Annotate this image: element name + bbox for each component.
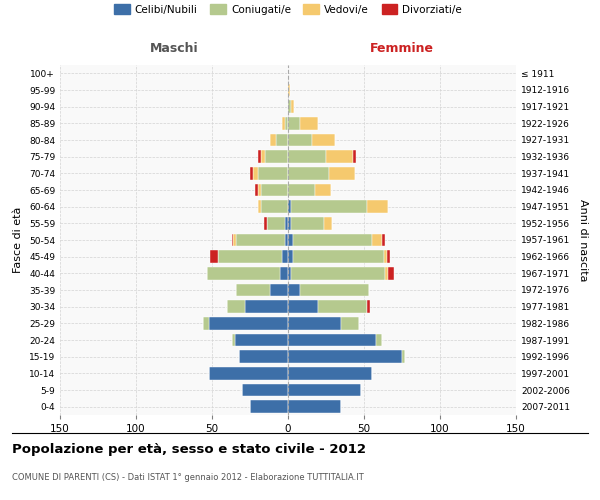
Bar [288, 400, 341, 413]
Bar [288, 317, 341, 330]
Bar [316, 184, 331, 196]
Bar [276, 134, 288, 146]
Bar [260, 200, 288, 213]
Bar [250, 167, 253, 179]
Bar [291, 217, 325, 230]
Bar [209, 317, 288, 330]
Bar [288, 300, 319, 313]
Bar [208, 267, 280, 280]
Bar [288, 200, 291, 213]
Bar [300, 117, 319, 130]
Bar [288, 350, 402, 363]
Bar [227, 300, 245, 313]
Bar [250, 400, 288, 413]
Bar [300, 284, 368, 296]
Bar [282, 117, 285, 130]
Bar [388, 267, 394, 280]
Bar [291, 200, 367, 213]
Bar [211, 250, 218, 263]
Bar [288, 100, 291, 113]
Bar [288, 134, 313, 146]
Bar [288, 250, 293, 263]
Bar [329, 167, 355, 179]
Bar [288, 84, 290, 96]
Bar [265, 150, 288, 163]
Bar [288, 167, 329, 179]
Bar [288, 367, 371, 380]
Bar [245, 300, 288, 313]
Text: COMUNE DI PARENTI (CS) - Dati ISTAT 1° gennaio 2012 - Elaborazione TUTTITALIA.IT: COMUNE DI PARENTI (CS) - Dati ISTAT 1° g… [12, 472, 364, 482]
Bar [270, 284, 288, 296]
Legend: Celibi/Nubili, Coniugati/e, Vedovi/e, Divorziati/e: Celibi/Nubili, Coniugati/e, Vedovi/e, Di… [110, 0, 466, 19]
Bar [288, 150, 326, 163]
Bar [293, 250, 384, 263]
Bar [257, 184, 260, 196]
Bar [263, 217, 267, 230]
Bar [260, 150, 265, 163]
Text: Femmine: Femmine [370, 42, 434, 55]
Bar [285, 217, 288, 230]
Bar [325, 217, 332, 230]
Bar [384, 250, 387, 263]
Bar [233, 234, 236, 246]
Bar [288, 284, 300, 296]
Bar [402, 350, 405, 363]
Bar [341, 317, 359, 330]
Bar [236, 284, 270, 296]
Bar [257, 150, 260, 163]
Bar [288, 234, 293, 246]
Bar [257, 200, 260, 213]
Bar [288, 117, 300, 130]
Bar [288, 267, 291, 280]
Bar [288, 184, 316, 196]
Bar [293, 234, 371, 246]
Bar [367, 200, 388, 213]
Bar [203, 317, 209, 330]
Bar [367, 300, 370, 313]
Bar [371, 234, 382, 246]
Bar [285, 234, 288, 246]
Bar [232, 234, 233, 246]
Bar [280, 267, 288, 280]
Bar [376, 334, 382, 346]
Bar [218, 250, 282, 263]
Bar [319, 300, 367, 313]
Bar [353, 150, 356, 163]
Bar [270, 134, 276, 146]
Bar [267, 217, 285, 230]
Bar [326, 150, 353, 163]
Bar [236, 234, 285, 246]
Bar [239, 350, 288, 363]
Bar [285, 117, 288, 130]
Bar [385, 267, 388, 280]
Bar [260, 184, 288, 196]
Bar [313, 134, 335, 146]
Bar [382, 234, 385, 246]
Bar [254, 184, 257, 196]
Bar [257, 167, 288, 179]
Bar [232, 334, 235, 346]
Bar [288, 217, 291, 230]
Bar [288, 384, 361, 396]
Y-axis label: Anni di nascita: Anni di nascita [578, 198, 589, 281]
Bar [235, 334, 288, 346]
Bar [291, 100, 294, 113]
Bar [209, 367, 288, 380]
Y-axis label: Fasce di età: Fasce di età [13, 207, 23, 273]
Bar [282, 250, 288, 263]
Bar [242, 384, 288, 396]
Bar [288, 334, 376, 346]
Bar [253, 167, 257, 179]
Text: Popolazione per età, sesso e stato civile - 2012: Popolazione per età, sesso e stato civil… [12, 442, 366, 456]
Bar [291, 267, 385, 280]
Text: Maschi: Maschi [149, 42, 199, 55]
Bar [387, 250, 390, 263]
